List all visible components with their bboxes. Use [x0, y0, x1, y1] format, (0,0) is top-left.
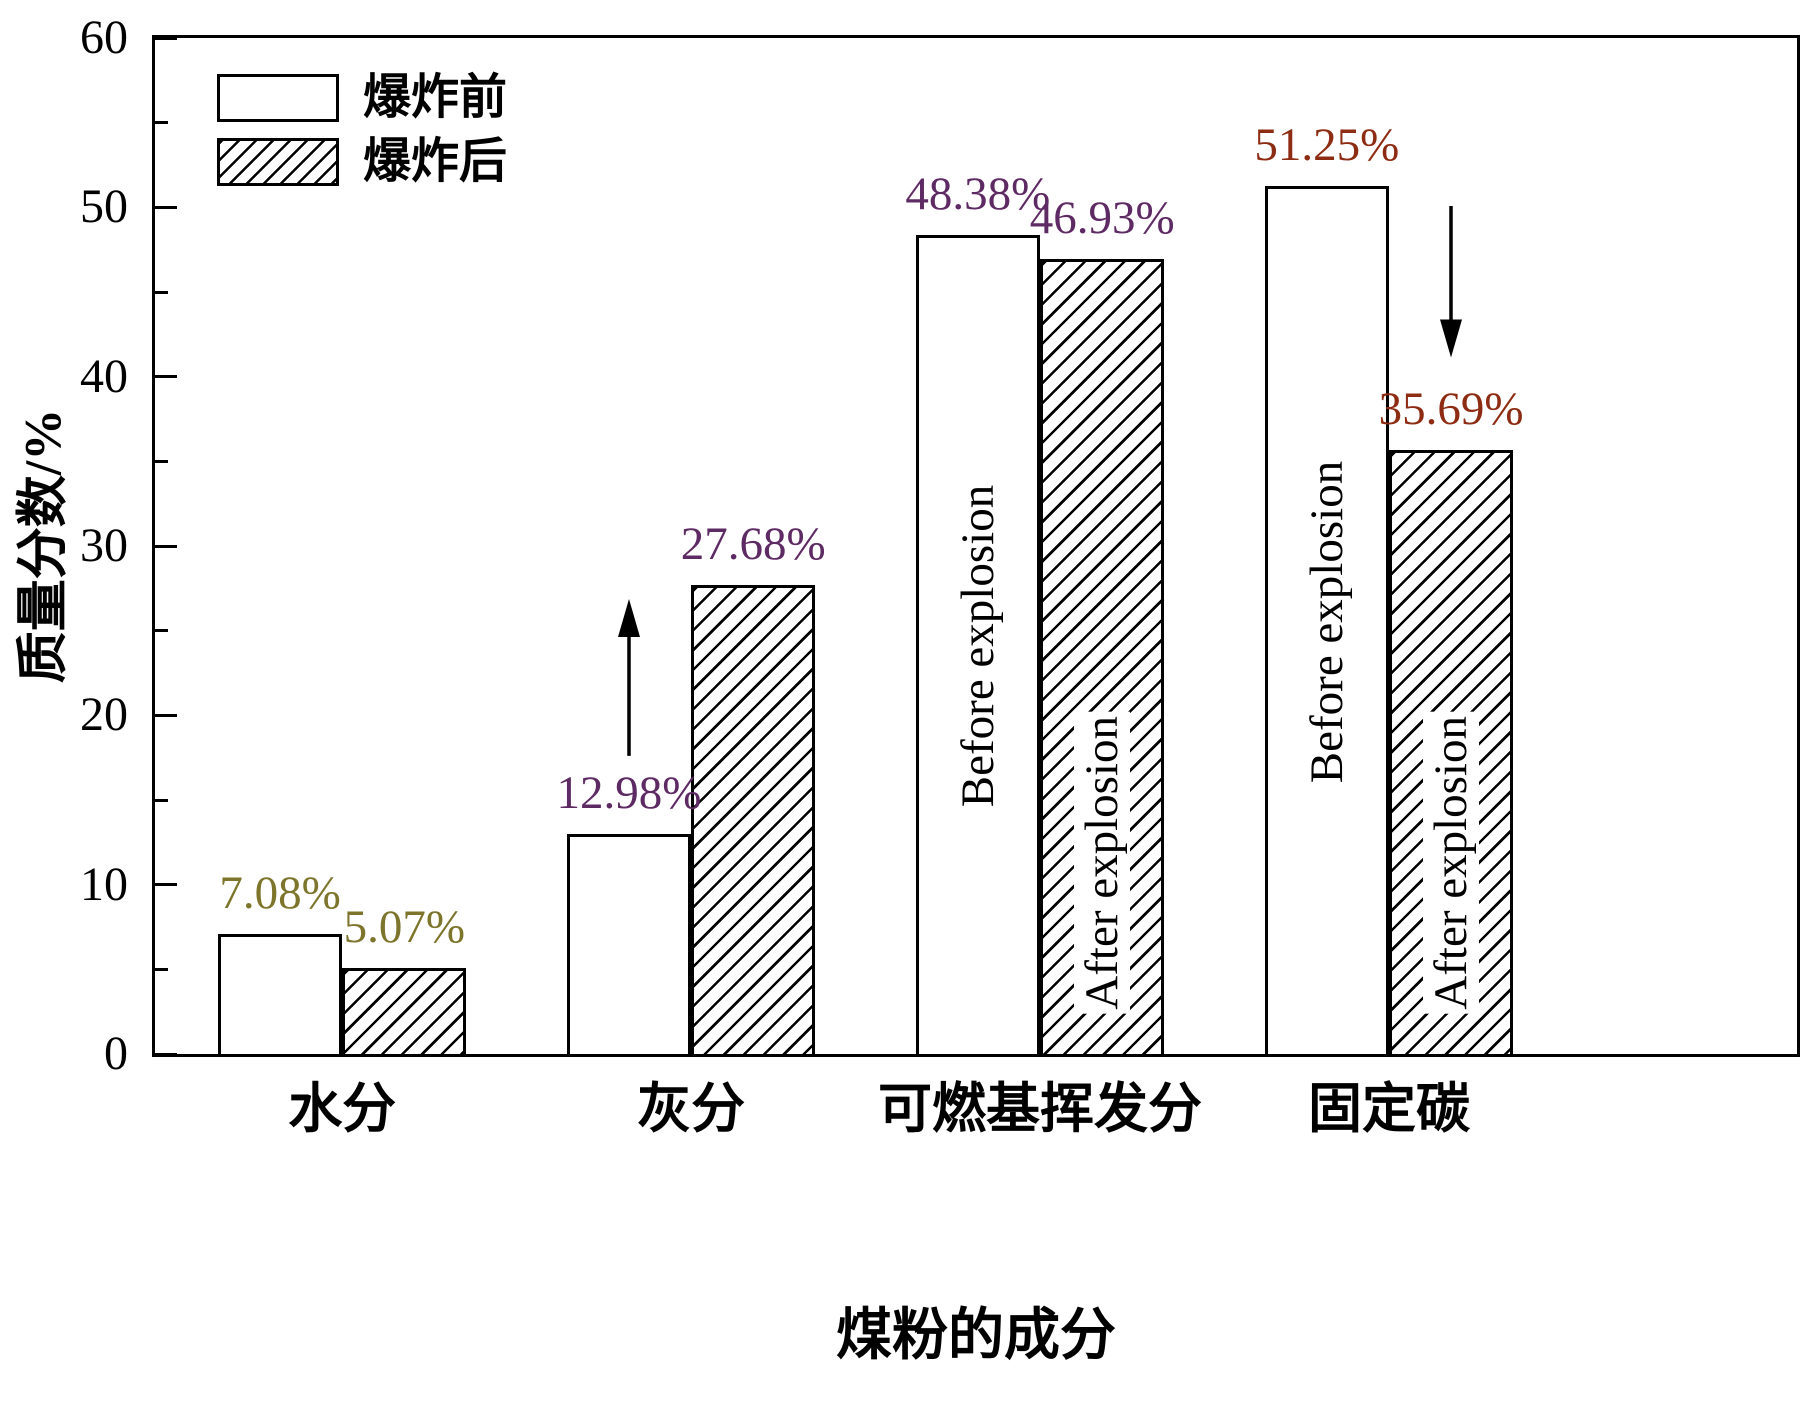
x-category-label-1: 灰分	[637, 1079, 746, 1139]
bar-inner-label-after-group2: After explosion	[1074, 712, 1131, 1014]
legend-label-after-explosion: 爆炸后	[363, 135, 508, 188]
legend: 爆炸前 爆炸后	[217, 71, 508, 201]
legend-label-before-explosion: 爆炸前	[363, 71, 508, 124]
y-major-tick-50	[155, 205, 177, 209]
bar-after-explosion-group1	[691, 585, 816, 1054]
bar-after-explosion-group0	[342, 968, 467, 1054]
legend-swatch-after-explosion	[217, 138, 339, 186]
y-tick-label-60: 60	[80, 11, 128, 64]
value-label-group3-before: 51.25%	[1254, 119, 1400, 172]
y-minor-tick-55	[155, 121, 168, 125]
bar-before-explosion-group3: Before explosion	[1264, 186, 1389, 1054]
y-major-tick-60	[155, 36, 177, 40]
y-minor-tick-25	[155, 629, 168, 633]
y-tick-label-40: 40	[80, 349, 128, 403]
bar-before-explosion-group1	[566, 834, 692, 1054]
decrease-trend-arrow	[1440, 206, 1463, 358]
y-tick-label-50: 50	[80, 180, 128, 234]
x-category-label-3: 固定碳	[1307, 1079, 1470, 1139]
value-label-group3-after: 35.69%	[1378, 382, 1524, 435]
y-tick-label-0: 0	[104, 1027, 128, 1080]
y-tick-label-10: 10	[80, 857, 128, 911]
value-label-group1-before: 12.98%	[556, 767, 702, 820]
bar-inner-label-after-group3: After explosion	[1423, 712, 1480, 1014]
y-major-tick-20	[155, 713, 177, 717]
legend-swatch-before-explosion	[217, 74, 339, 122]
bar-before-explosion-group2: Before explosion	[915, 234, 1041, 1054]
y-minor-tick-45	[155, 290, 168, 294]
increase-trend-arrow	[617, 599, 640, 757]
value-label-group1-after: 27.68%	[680, 518, 826, 571]
bar-inner-label-before-group2: Before explosion	[949, 480, 1006, 812]
bar-after-explosion-group3: After explosion	[1388, 449, 1514, 1054]
x-category-label-0: 水分	[288, 1079, 397, 1139]
value-label-group2-before: 48.38%	[905, 167, 1051, 220]
y-major-tick-40	[155, 375, 177, 379]
value-label-group0-before: 7.08%	[219, 867, 341, 920]
bar-before-explosion-group0	[217, 934, 343, 1054]
y-minor-tick-5	[155, 967, 168, 971]
y-minor-tick-35	[155, 459, 168, 463]
value-label-group2-after: 46.93%	[1029, 192, 1175, 245]
y-tick-label-20: 20	[80, 688, 128, 742]
y-major-tick-0	[155, 1052, 177, 1056]
y-minor-tick-15	[155, 798, 168, 802]
bar-inner-label-before-group3: Before explosion	[1298, 456, 1355, 787]
bar-after-explosion-group2: After explosion	[1040, 259, 1165, 1054]
x-category-label-2: 可燃基挥发分	[878, 1079, 1203, 1139]
y-major-tick-10	[155, 883, 177, 887]
y-tick-label-30: 30	[80, 519, 128, 572]
legend-entry-after-explosion: 爆炸后	[217, 135, 508, 188]
x-axis-title: 煤粉的成分	[836, 1305, 1116, 1367]
legend-entry-before-explosion: 爆炸前	[217, 71, 508, 124]
y-major-tick-30	[155, 544, 177, 548]
plot-area: 爆炸前 爆炸后 Before explosion Before explosion…	[152, 35, 1800, 1057]
value-label-group0-after: 5.07%	[343, 901, 466, 954]
